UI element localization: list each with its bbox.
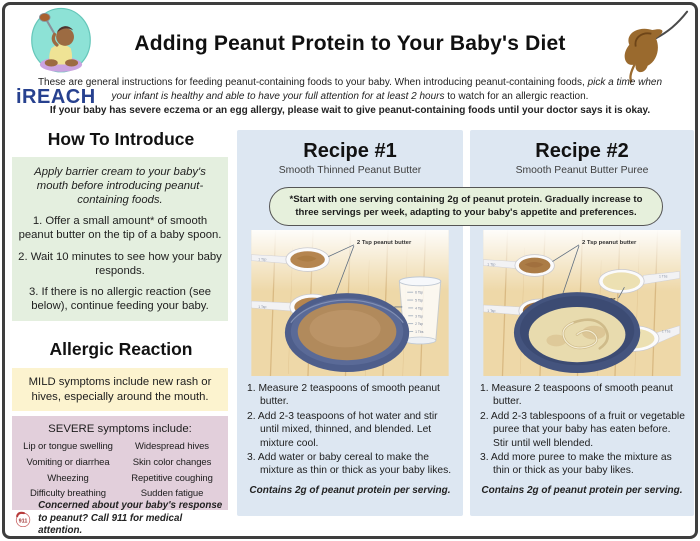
recipe-step: 1. Measure 2 teaspoons of smooth peanut … <box>247 383 440 408</box>
puree-spoon: 1 Tbs <box>598 269 680 294</box>
recipe-step: 3. Add more puree to make the mixture as… <box>480 451 672 477</box>
cup-tick-label: 6 Tsp <box>415 291 423 295</box>
spoon-size-label: 1 Tsp <box>487 263 495 267</box>
recipe-step: 1. Measure 2 teaspoons of smooth peanut … <box>480 383 673 408</box>
severe-symptoms-box: SEVERE symptoms include: Lip or tongue s… <box>12 416 228 511</box>
recipe-2-illustration: 1 Tsp 1 Tsp 1 Tbs 1 Tbs <box>483 230 681 376</box>
symptom-item: Difficulty breathing <box>30 488 106 500</box>
recipe-1-footnote: Contains 2g of peanut protein per servin… <box>249 485 451 496</box>
recipe-1-subtitle: Smooth Thinned Peanut Butter <box>278 165 422 176</box>
emergency-text: Concerned about your baby's response to … <box>38 500 223 537</box>
symptom-item: Repetitive coughing <box>131 472 213 484</box>
recipe-1-title: Recipe #1 <box>303 140 397 162</box>
911-label: 911 <box>19 519 28 525</box>
peanut-annotation: 2 Tsp peanut butter <box>582 240 637 246</box>
how-to-introduce-heading: How To Introduce <box>47 129 195 149</box>
cup-tick-label: 4 Tsp <box>415 306 423 310</box>
plate-of-thinned-peanut-butter <box>284 293 410 373</box>
spoon-size-label: 1 Tbs <box>659 274 668 278</box>
mild-symptoms-box: MILD symptoms include new rash or hives,… <box>12 368 228 412</box>
peanut-butter-spoon: 1 Tsp <box>483 254 555 277</box>
symptom-item: Skin color changes <box>132 456 212 468</box>
severe-symptoms-list: Lip or tongue swelling Widespread hives … <box>18 440 222 501</box>
measuring-cup: 6 Tsp 5 Tsp 4 Tsp 3 Tsp 2 Tsp 1 Tbs <box>398 276 442 345</box>
allergic-reaction-heading: Allergic Reaction <box>49 339 193 359</box>
how-to-step: 2. Wait 10 minutes to see how your baby … <box>18 250 222 277</box>
recipe-2-title: Recipe #2 <box>535 140 629 162</box>
peanut-annotation: 2 Tsp peanut butter <box>357 240 412 246</box>
how-to-introduce-box: Apply barrier cream to your baby's mouth… <box>12 157 228 321</box>
recipe-step: 2. Add 2-3 tablespoons of a fruit or veg… <box>480 410 685 449</box>
cup-tick-label: 3 Tsp <box>415 314 423 318</box>
peanut-butter-spoon-image <box>598 8 690 91</box>
spoon-size-label: 1 Tbs <box>662 330 671 334</box>
intro-text-end: to watch for an allergic reaction. <box>447 90 589 102</box>
spoon-size-label: 1 Tsp <box>258 305 266 309</box>
emergency-call-row: 911 Concerned about your baby's response… <box>14 500 228 538</box>
ireach-logo: iREACH <box>12 6 110 107</box>
cup-tick-label: 2 Tsp <box>415 322 423 326</box>
cup-tick-label: 5 Tsp <box>415 299 423 303</box>
intro-text-italic: pick a time when your infant is healthy … <box>111 77 663 102</box>
annotation-lines <box>328 244 403 308</box>
symptom-item: Wheezing <box>47 472 89 484</box>
recipe-1-illustration: 6 Tsp 5 Tsp 4 Tsp 3 Tsp 2 Tsp 1 Tbs 1 Ts… <box>251 230 449 376</box>
barrier-cream-note: Apply barrier cream to your baby's mouth… <box>34 166 206 207</box>
recipe-step: 3. Add water or baby cereal to make the … <box>247 451 452 477</box>
logo-wordmark: iREACH <box>16 86 96 108</box>
intro-warning: If your baby has severe eczema or an egg… <box>49 105 651 116</box>
symptom-item: Widespread hives <box>135 441 209 452</box>
bowl-of-peanut-butter-puree <box>513 292 641 374</box>
serving-note-pill: *Start with one serving containing 2g of… <box>269 187 663 226</box>
recipe-2-steps: 1. Measure 2 teaspoons of smooth peanut … <box>480 382 688 479</box>
page-title: Adding Peanut Protein to Your Baby's Die… <box>134 32 566 55</box>
recipe-step: 2. Add 2-3 teaspoons of hot water and st… <box>247 410 438 449</box>
spoon-size-label: 1 Tsp <box>487 309 495 313</box>
symptom-item: Vomiting or diarrhea <box>26 456 110 468</box>
severe-symptoms-heading: SEVERE symptoms include: <box>48 423 192 435</box>
intro-paragraph: These are general instructions for feedi… <box>28 76 672 118</box>
recipe-1-steps: 1. Measure 2 teaspoons of smooth peanut … <box>247 382 457 479</box>
recipe-2-subtitle: Smooth Peanut Butter Puree <box>515 165 649 176</box>
peanut-butter-spoon: 1 Tsp <box>251 247 330 272</box>
spoon-size-label: 1 Tsp <box>258 258 266 262</box>
symptom-item: Sudden fatigue <box>140 488 204 500</box>
911-phone-icon: 911 <box>15 511 31 528</box>
how-to-step: 3. If there is no allergic reaction (see… <box>28 285 212 312</box>
intro-text: These are general instructions for feedi… <box>37 77 585 88</box>
symptom-item: Lip or tongue swelling <box>23 441 113 452</box>
how-to-step: 1. Offer a small amount* of smooth peanu… <box>18 215 222 242</box>
recipe-2-footnote: Contains 2g of peanut protein per servin… <box>481 485 683 496</box>
baby-with-spoon-icon <box>31 7 91 73</box>
cup-tick-label: 1 Tbs <box>415 330 424 334</box>
